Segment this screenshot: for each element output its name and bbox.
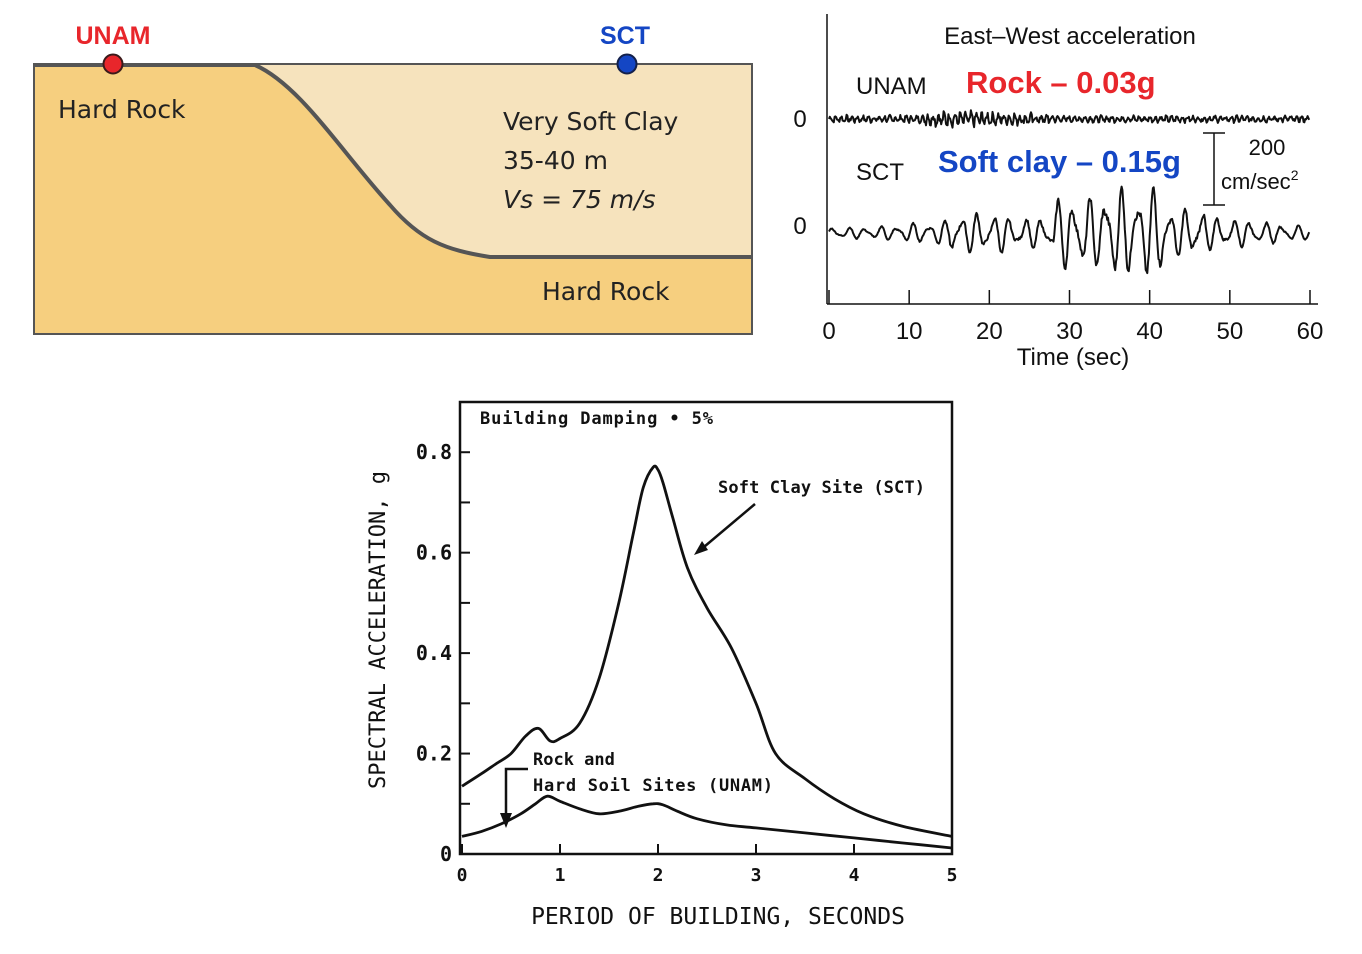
spectrum-y-tick-label: 0 bbox=[440, 842, 452, 866]
rock-spectrum-curve bbox=[461, 794, 953, 850]
spectrum-x-tick-label: 5 bbox=[947, 865, 958, 886]
response-spectrum-chart: Building Damping • 5% SPECTRAL ACCELERAT… bbox=[366, 400, 958, 930]
hard-rock-label-bottom: Hard Rock bbox=[542, 277, 670, 306]
accel-x-tick-label: 60 bbox=[1297, 318, 1324, 345]
sct-trace-label: SCT bbox=[856, 159, 904, 186]
sct-zero-label: 0 bbox=[793, 213, 806, 240]
clay-type-label: Very Soft Clay bbox=[503, 107, 679, 136]
spectrum-x-tick-label: 3 bbox=[751, 865, 762, 886]
unam-station-marker bbox=[102, 53, 124, 75]
rock-clay-boundary bbox=[34, 63, 752, 259]
damping-annotation: Building Damping • 5% bbox=[480, 409, 714, 429]
spectrum-x-tick-label: 0 bbox=[457, 865, 468, 886]
spectrum-x-tick-label: 4 bbox=[849, 865, 860, 886]
soft-clay-leader-arrow bbox=[697, 503, 756, 553]
hard-rock-label-left: Hard Rock bbox=[58, 95, 186, 124]
rock-series-label-line2: Hard Soil Sites (UNAM) bbox=[533, 776, 773, 796]
unam-zero-label: 0 bbox=[793, 106, 806, 133]
spectrum-plot-frame bbox=[458, 400, 954, 856]
profile-frame bbox=[33, 63, 753, 335]
accel-x-tick-label: 40 bbox=[1136, 318, 1163, 345]
accel-x-tick-label: 10 bbox=[896, 318, 923, 345]
spectrum-y-tick-label: 0.4 bbox=[416, 641, 452, 665]
clay-depth-label: 35-40 m bbox=[503, 146, 608, 175]
accel-chart-title: East–West acceleration bbox=[944, 23, 1196, 50]
clay-layer bbox=[255, 65, 752, 257]
accel-x-tick-label: 0 bbox=[822, 318, 835, 345]
unam-peak-annotation: Rock – 0.03g bbox=[966, 65, 1156, 100]
scale-bar bbox=[1203, 132, 1225, 206]
spectrum-y-tick-label: 0.6 bbox=[416, 541, 452, 565]
spectrum-x-axis-label: PERIOD OF BUILDING, SECONDS bbox=[531, 904, 905, 930]
sct-acceleration-trace bbox=[828, 185, 1311, 275]
sct-station-label: SCT bbox=[600, 22, 650, 50]
accel-x-tick-label: 20 bbox=[976, 318, 1003, 345]
soft-clay-series-label: Soft Clay Site (SCT) bbox=[718, 478, 925, 498]
soil-profile-diagram: UNAM SCT Hard Rock Very Soft Clay 35-40 … bbox=[33, 22, 753, 335]
unam-station-label: UNAM bbox=[76, 22, 151, 50]
clay-velocity-label: Vs = 75 m/s bbox=[503, 185, 656, 214]
soft-clay-arrowhead bbox=[694, 541, 708, 555]
scale-bar-unit: cm/sec2 bbox=[1221, 167, 1299, 194]
rock-leader-arrow bbox=[504, 767, 528, 820]
accel-x-axis-label: Time (sec) bbox=[1017, 344, 1129, 371]
unam-trace-label: UNAM bbox=[856, 73, 927, 100]
spectrum-y-tick-label: 0.2 bbox=[416, 742, 452, 766]
sct-peak-annotation: Soft clay – 0.15g bbox=[938, 144, 1181, 179]
accel-x-tick-label: 30 bbox=[1056, 318, 1083, 345]
spectrum-x-tick-label: 1 bbox=[555, 865, 566, 886]
spectrum-y-axis-label: SPECTRAL ACCELERATION, g bbox=[366, 471, 391, 789]
sct-station-marker bbox=[616, 53, 638, 75]
scale-bar-value: 200 bbox=[1249, 135, 1286, 160]
unam-acceleration-trace bbox=[828, 109, 1311, 129]
soft-clay-spectrum-curve bbox=[461, 464, 953, 838]
spectrum-x-tick-label: 2 bbox=[653, 865, 664, 886]
accel-x-tick-label: 50 bbox=[1216, 318, 1243, 345]
rock-series-label-line1: Rock and bbox=[533, 750, 615, 770]
acceleration-time-chart: East–West acceleration UNAM Rock – 0.03g… bbox=[793, 14, 1324, 371]
spectrum-y-tick-label: 0.8 bbox=[416, 440, 452, 464]
